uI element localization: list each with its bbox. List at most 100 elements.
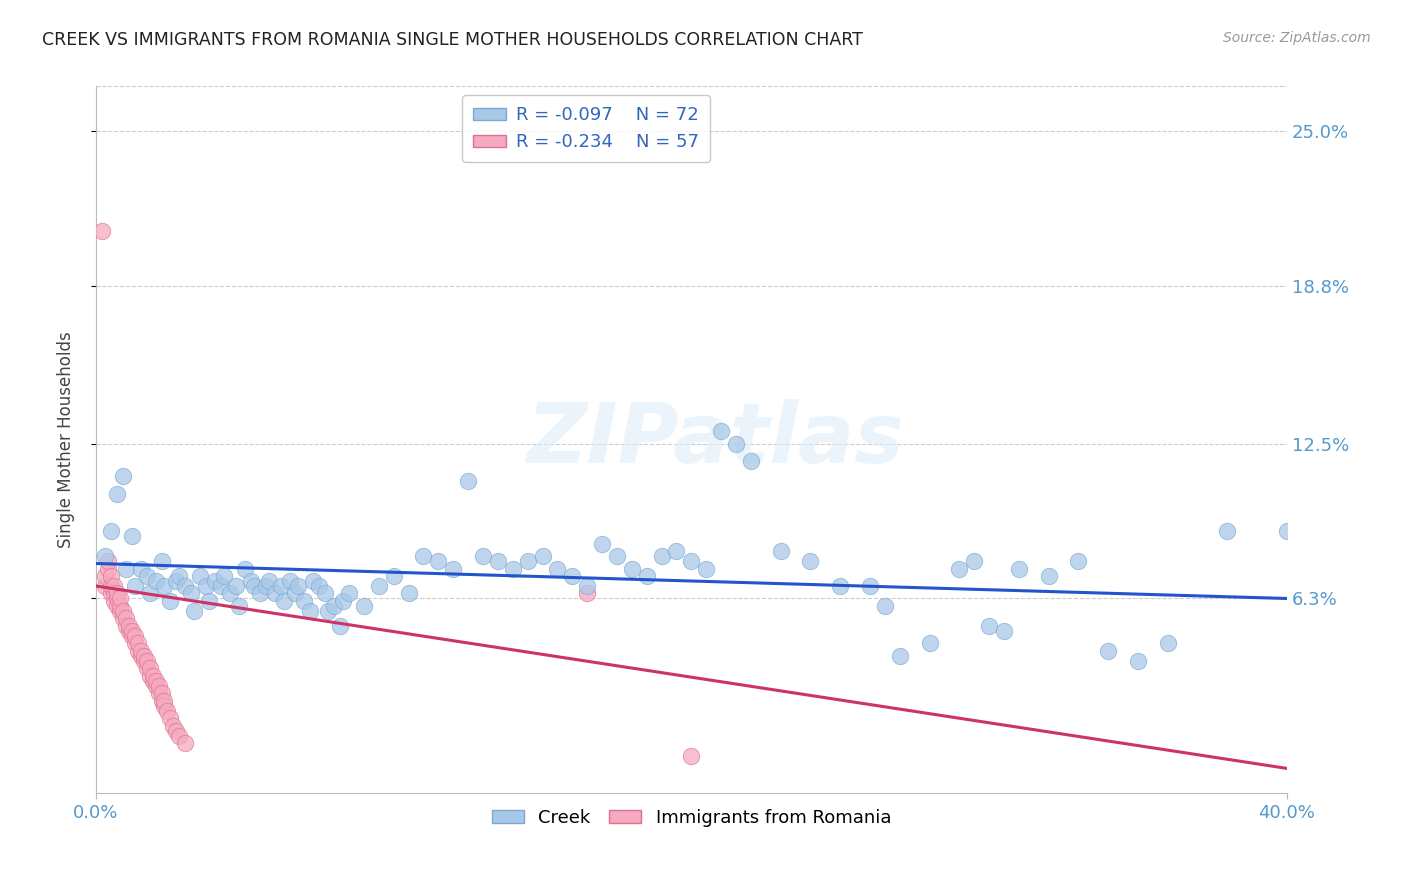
Point: [142, 669, 165, 683]
Point: [284, 586, 307, 600]
Point: [302, 574, 325, 588]
Point: [97, 554, 120, 568]
Point: [103, 586, 125, 600]
Point: [118, 619, 141, 633]
Point: [329, 619, 352, 633]
Legend: Creek, Immigrants from Romania: Creek, Immigrants from Romania: [484, 801, 898, 834]
Point: [382, 569, 405, 583]
Point: [665, 544, 688, 558]
Point: [1097, 644, 1119, 658]
Point: [165, 723, 187, 738]
Point: [257, 574, 280, 588]
Point: [873, 599, 896, 613]
Point: [1275, 524, 1298, 538]
Point: [1156, 636, 1178, 650]
Point: [299, 604, 322, 618]
Point: [398, 586, 420, 600]
Point: [620, 561, 643, 575]
Point: [145, 673, 167, 688]
Point: [332, 594, 354, 608]
Point: [1008, 561, 1031, 575]
Point: [121, 624, 143, 638]
Point: [681, 554, 703, 568]
Point: [724, 436, 747, 450]
Point: [156, 704, 179, 718]
Point: [576, 586, 599, 600]
Point: [225, 579, 247, 593]
Point: [292, 594, 315, 608]
Point: [353, 599, 375, 613]
Point: [174, 736, 197, 750]
Point: [105, 591, 128, 606]
Point: [135, 569, 157, 583]
Point: [132, 648, 155, 663]
Point: [105, 599, 128, 613]
Point: [103, 579, 125, 593]
Point: [129, 561, 152, 575]
Point: [233, 561, 256, 575]
Point: [412, 549, 434, 563]
Point: [695, 561, 717, 575]
Point: [138, 586, 160, 600]
Point: [254, 579, 277, 593]
Point: [153, 579, 176, 593]
Point: [287, 579, 309, 593]
Point: [127, 644, 149, 658]
Point: [135, 661, 157, 675]
Point: [239, 574, 262, 588]
Point: [195, 579, 218, 593]
Point: [118, 624, 141, 638]
Point: [830, 579, 852, 593]
Point: [204, 574, 226, 588]
Y-axis label: Single Mother Households: Single Mother Households: [58, 332, 75, 549]
Point: [150, 554, 173, 568]
Point: [114, 619, 136, 633]
Point: [486, 554, 509, 568]
Point: [1126, 654, 1149, 668]
Point: [918, 636, 941, 650]
Point: [165, 574, 187, 588]
Point: [169, 729, 191, 743]
Point: [531, 549, 554, 563]
Point: [278, 574, 301, 588]
Point: [502, 561, 524, 575]
Point: [108, 591, 131, 606]
Point: [121, 529, 143, 543]
Point: [209, 579, 232, 593]
Point: [859, 579, 882, 593]
Point: [516, 554, 538, 568]
Point: [606, 549, 628, 563]
Point: [174, 579, 197, 593]
Point: [546, 561, 568, 575]
Point: [769, 544, 792, 558]
Point: [308, 579, 330, 593]
Point: [132, 654, 155, 668]
Point: [198, 594, 221, 608]
Point: [138, 661, 160, 675]
Point: [145, 574, 167, 588]
Point: [100, 586, 122, 600]
Point: [94, 579, 117, 593]
Text: CREEK VS IMMIGRANTS FROM ROMANIA SINGLE MOTHER HOUSEHOLDS CORRELATION CHART: CREEK VS IMMIGRANTS FROM ROMANIA SINGLE …: [42, 31, 863, 49]
Point: [124, 629, 146, 643]
Point: [100, 524, 122, 538]
Point: [111, 604, 134, 618]
Point: [148, 679, 170, 693]
Point: [162, 719, 184, 733]
Point: [799, 554, 821, 568]
Point: [94, 569, 117, 583]
Point: [316, 604, 339, 618]
Point: [948, 561, 970, 575]
Point: [105, 486, 128, 500]
Point: [270, 579, 292, 593]
Point: [1216, 524, 1239, 538]
Point: [367, 579, 389, 593]
Point: [977, 619, 1000, 633]
Point: [108, 599, 131, 613]
Point: [337, 586, 360, 600]
Point: [91, 224, 114, 238]
Point: [103, 594, 125, 608]
Point: [681, 748, 703, 763]
Point: [127, 636, 149, 650]
Point: [105, 586, 128, 600]
